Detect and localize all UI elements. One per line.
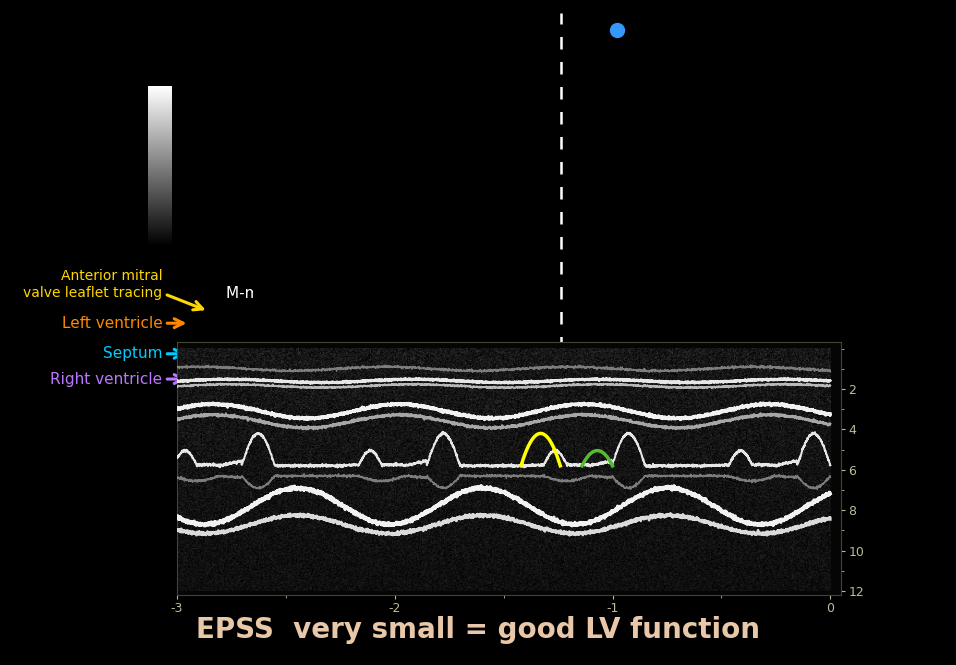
Polygon shape <box>0 13 956 366</box>
Text: LV: LV <box>334 157 355 176</box>
Text: PLAX view 2D image: PLAX view 2D image <box>322 17 510 36</box>
Text: Right ventricle: Right ventricle <box>51 372 163 386</box>
Text: Septum: Septum <box>290 97 354 116</box>
Text: RV: RV <box>607 63 627 77</box>
Text: Mitral valve: Mitral valve <box>679 160 776 179</box>
Text: Left ventricle: Left ventricle <box>62 316 163 331</box>
Text: Anterior mitral
valve leaflet tracing: Anterior mitral valve leaflet tracing <box>23 269 163 301</box>
Text: M-mode cursor: M-mode cursor <box>226 287 341 301</box>
Text: A-wave: A-wave <box>594 322 649 336</box>
Text: Septum: Septum <box>103 346 163 361</box>
Text: E-wave: E-wave <box>496 322 552 336</box>
Text: [cm]: [cm] <box>853 323 881 336</box>
Text: EPSS  very small = good LV function: EPSS very small = good LV function <box>196 616 760 644</box>
